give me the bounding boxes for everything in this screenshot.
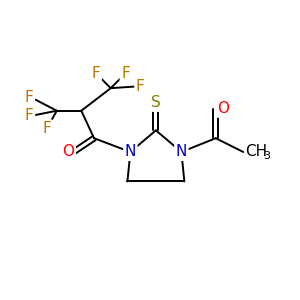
Text: CH: CH — [245, 145, 267, 160]
Text: F: F — [136, 79, 145, 94]
Text: N: N — [176, 145, 187, 160]
Text: F: F — [92, 66, 100, 81]
Text: N: N — [125, 145, 136, 160]
Text: O: O — [62, 145, 74, 160]
Text: S: S — [151, 95, 161, 110]
Text: F: F — [43, 121, 51, 136]
Text: F: F — [25, 108, 34, 123]
Text: F: F — [25, 91, 34, 106]
Text: 3: 3 — [263, 151, 270, 161]
Text: F: F — [121, 66, 130, 81]
Text: O: O — [218, 101, 230, 116]
